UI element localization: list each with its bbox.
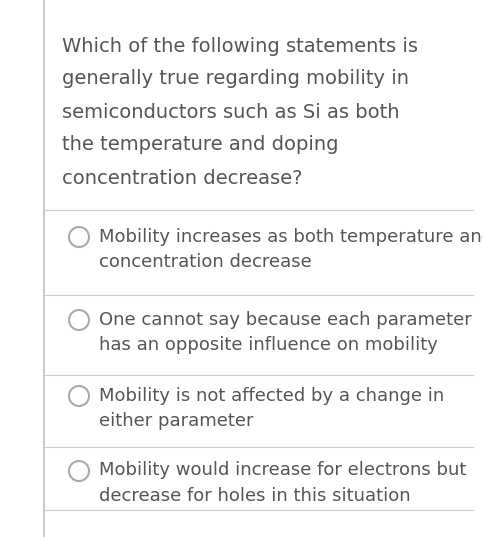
Text: the temperature and doping: the temperature and doping [62, 135, 339, 155]
Text: Mobility is not affected by a change in: Mobility is not affected by a change in [99, 387, 444, 405]
Text: concentration decrease?: concentration decrease? [62, 169, 302, 187]
Text: Mobility would increase for electrons but: Mobility would increase for electrons bu… [99, 461, 467, 479]
Text: concentration decrease: concentration decrease [99, 253, 312, 271]
Text: Mobility increases as both temperature and: Mobility increases as both temperature a… [99, 228, 483, 246]
Text: has an opposite influence on mobility: has an opposite influence on mobility [99, 336, 438, 354]
Text: Which of the following statements is: Which of the following statements is [62, 37, 418, 55]
Text: One cannot say because each parameter: One cannot say because each parameter [99, 311, 472, 329]
Text: generally true regarding mobility in: generally true regarding mobility in [62, 69, 409, 89]
Text: decrease for holes in this situation: decrease for holes in this situation [99, 487, 411, 505]
Text: semiconductors such as Si as both: semiconductors such as Si as both [62, 103, 399, 121]
Text: either parameter: either parameter [99, 412, 254, 430]
